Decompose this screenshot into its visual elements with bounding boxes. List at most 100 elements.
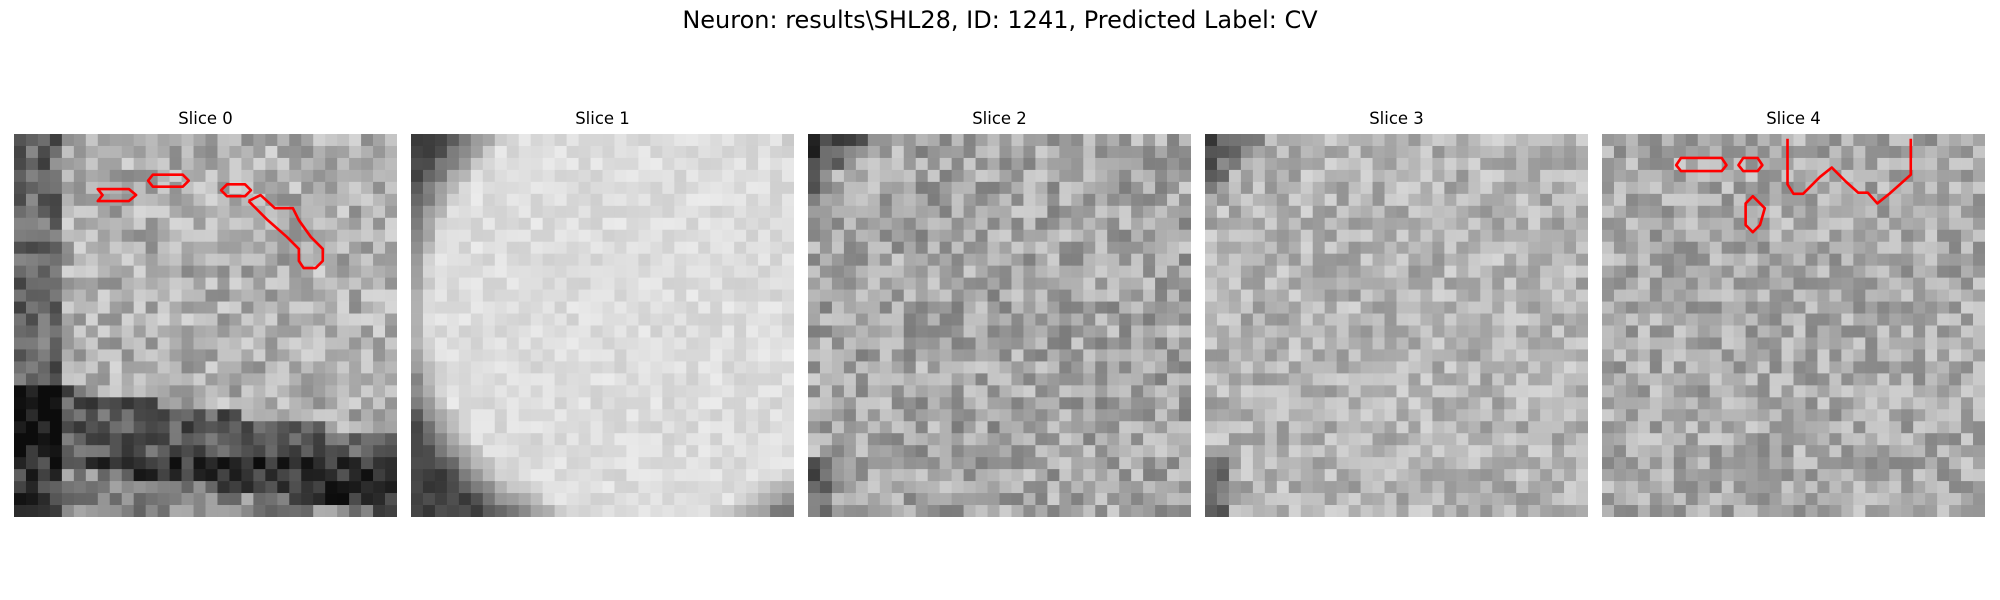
pixel [1661,325,1675,338]
pixel [1602,421,1615,434]
pixel [554,241,567,255]
pixel [722,157,735,171]
pixel [662,445,675,458]
pixel [1143,169,1156,183]
pixel [686,265,699,278]
pixel [253,349,266,362]
pixel [121,457,135,470]
pixel [446,277,460,290]
pixel [722,445,735,458]
pixel [1432,157,1445,171]
pixel [939,445,952,458]
pixel [289,337,302,350]
pixel [987,181,1000,195]
pixel [229,253,242,267]
pixel [1733,409,1746,422]
pixel [157,373,170,386]
pixel [193,481,206,494]
pixel [939,481,952,494]
pixel [1288,145,1302,159]
pixel [1781,301,1794,314]
pixel [999,229,1012,243]
pixel [1107,289,1120,302]
pixel [1961,157,1974,171]
pixel [1793,397,1806,410]
pixel [1252,193,1266,207]
pixel [614,229,627,243]
pixel [37,301,51,314]
pixel [1167,373,1180,386]
pixel [1083,337,1096,350]
pixel [542,385,555,398]
pixel [1216,421,1230,434]
pixel [1733,445,1746,458]
pixel [1023,433,1036,446]
pixel [1528,205,1541,219]
pixel [1456,277,1469,290]
pixel [25,241,39,255]
pixel [1384,289,1397,302]
pixel [1408,493,1421,506]
pixel [157,445,170,458]
pixel [193,457,206,470]
pixel [1011,277,1024,290]
pixel [1877,409,1890,422]
pixel [157,169,170,183]
pixel [963,229,976,243]
pixel [1516,481,1529,494]
pixel [1576,325,1588,338]
pixel [85,181,99,195]
pixel [361,181,374,195]
pixel [734,145,747,159]
pixel [1408,217,1421,231]
pixel [97,493,111,506]
pixel [37,169,51,183]
pixel [422,253,436,267]
pixel [843,337,857,350]
pixel [975,397,988,410]
pixel [1853,433,1866,446]
slice-panel-1: Slice 1 [411,104,794,517]
pixel [1552,193,1565,207]
pixel [229,145,242,159]
pixel [109,253,123,267]
pixel [1023,229,1036,243]
pixel [1155,313,1168,326]
pixel [145,229,158,243]
pixel [61,505,75,517]
pixel [1709,349,1723,362]
pixel [1035,289,1048,302]
pixel [1901,193,1914,207]
pixel [49,397,63,410]
pixel [313,361,326,374]
pixel [411,301,424,314]
pixel [999,301,1012,314]
pixel [1155,409,1168,422]
pixel [1829,433,1842,446]
pixel [1805,181,1818,195]
pixel [831,481,845,494]
pixel [602,457,615,470]
pixel [446,361,460,374]
pixel [554,145,567,159]
pixel [566,349,579,362]
contour [247,193,325,270]
pixel [927,445,941,458]
pixel [385,169,397,183]
pixel [289,481,302,494]
pixel [229,217,242,231]
pixel [61,145,75,159]
pixel [1324,505,1338,517]
pixel [1757,421,1770,434]
pixel [1504,337,1517,350]
pixel [1324,337,1338,350]
pixel [1167,181,1180,195]
pixel [1071,145,1084,159]
pixel [554,157,567,171]
pixel [1817,421,1830,434]
pixel [1047,169,1060,183]
pixel [325,433,338,446]
pixel [482,433,496,446]
pixel [1865,277,1878,290]
pixel [1288,157,1302,171]
